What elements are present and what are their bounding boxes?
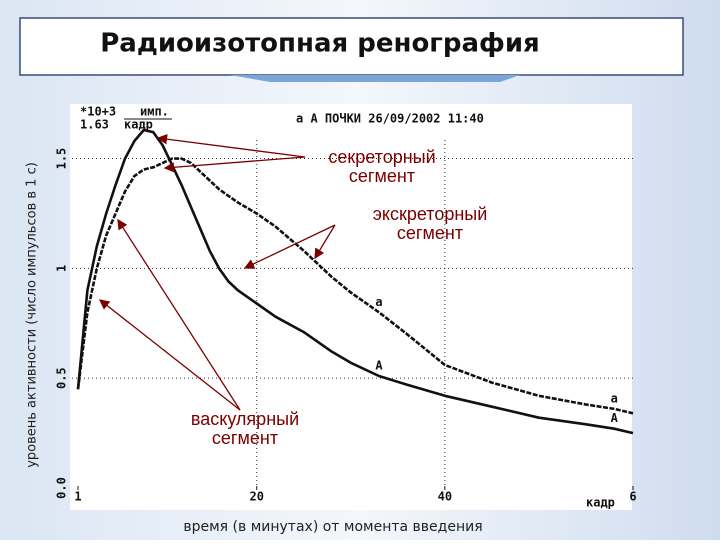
x-tick-label: 1 <box>74 490 81 504</box>
header-max: 1.63 <box>80 118 109 132</box>
x-tick-label: 6 <box>629 490 636 504</box>
plot-background <box>70 104 632 510</box>
y-axis-label: уровень активности (число импульсов в 1 … <box>25 162 40 468</box>
x-axis-unit: кадр <box>586 496 615 510</box>
x-tick-label: 20 <box>250 490 264 504</box>
annotation-text: сегмент <box>212 428 278 448</box>
annotation-arrow <box>98 299 241 411</box>
series-label: А <box>611 411 619 425</box>
series-label: а <box>611 391 618 405</box>
annotation-arrow <box>314 224 336 260</box>
annotation-text: васкулярный <box>191 409 299 429</box>
series-label: А <box>375 358 383 372</box>
annotation-arrow <box>117 218 241 411</box>
y-tick-label: 0.5 <box>55 367 69 389</box>
header-info: а А ПОЧКИ 26/09/2002 11:40 <box>296 112 484 126</box>
annotation-text: сегмент <box>349 166 415 186</box>
x-axis-label: время (в минутах) от момента введения <box>183 519 482 535</box>
annotation-arrow <box>243 224 336 269</box>
title-decoration <box>230 75 520 82</box>
y-tick-label: 0.0 <box>55 477 69 499</box>
header-unit: имп. <box>140 105 169 119</box>
header-unit: кадр <box>124 118 153 132</box>
series-line <box>76 128 634 435</box>
annotation-text: экскреторный <box>373 204 488 224</box>
x-tick-label: 40 <box>438 490 452 504</box>
header-scale: *10+3 <box>80 105 116 119</box>
chart-title: Радиоизотопная ренография <box>100 29 540 59</box>
annotation-text: секреторный <box>328 147 435 167</box>
annotation-arrow <box>156 134 306 158</box>
y-tick-label: 1.5 <box>55 148 69 170</box>
annotation-arrow <box>163 156 306 173</box>
series-label: а <box>375 295 382 309</box>
y-tick-label: 1 <box>55 265 69 272</box>
annotation-text: сегмент <box>397 223 463 243</box>
series-line <box>76 157 634 415</box>
